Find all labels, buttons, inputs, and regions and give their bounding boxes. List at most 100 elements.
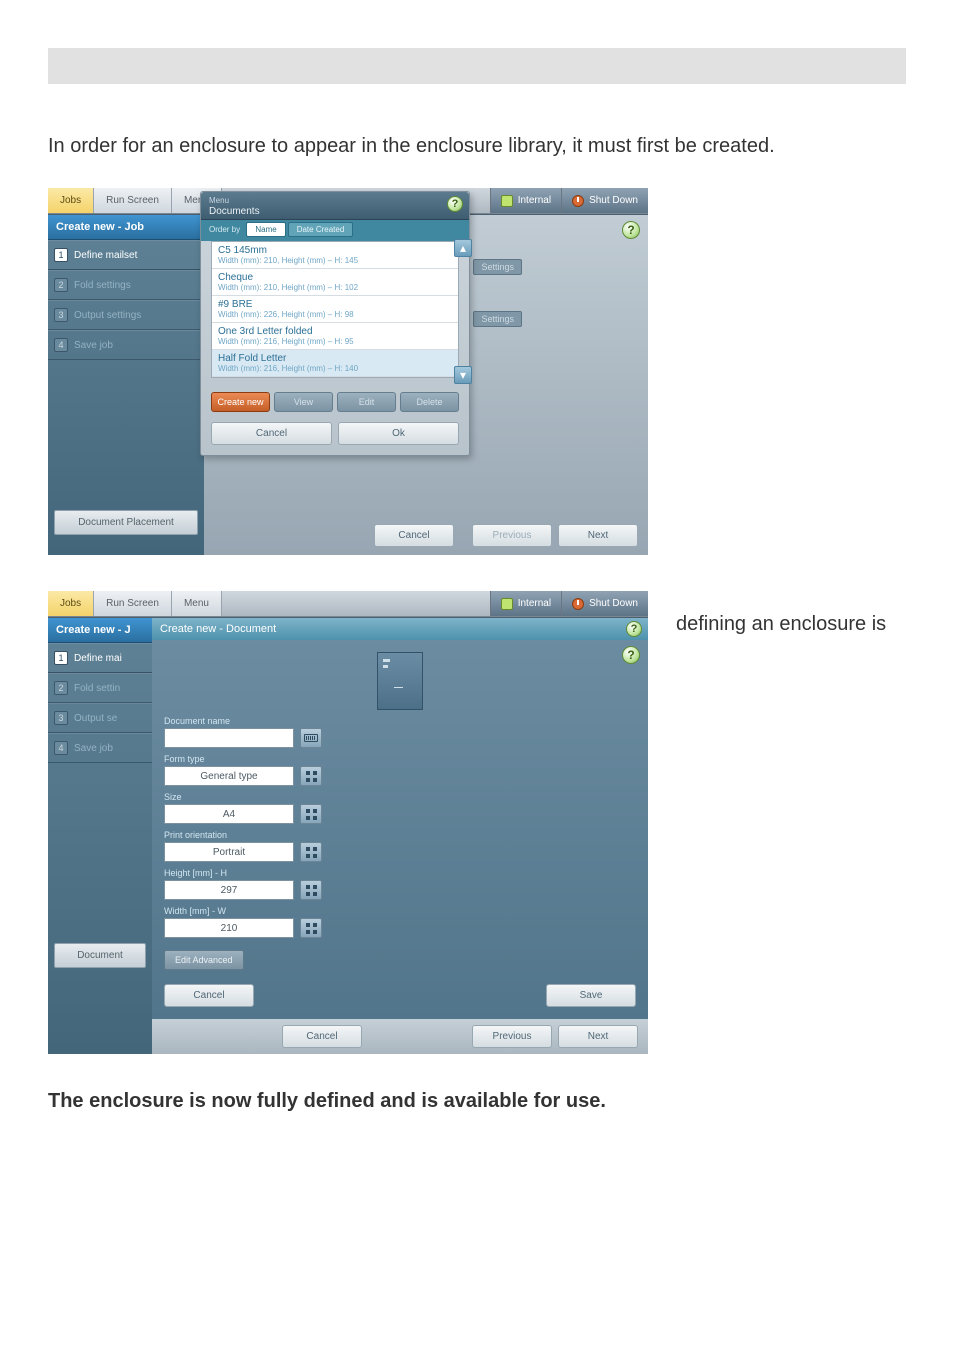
save-button[interactable]: Save [546, 984, 636, 1007]
sidebar-title: Create new - Job [48, 215, 204, 240]
edit-button[interactable]: Edit [337, 392, 396, 412]
label-width: Width [mm] - W [164, 906, 636, 916]
step-output-settings[interactable]: 3 Output settings [48, 300, 204, 330]
scroll-up-icon[interactable]: ▴ [454, 239, 472, 257]
picker-button[interactable] [300, 766, 322, 786]
step-define-mailset[interactable]: 1 Define mai [48, 643, 152, 673]
picker-button[interactable] [300, 880, 322, 900]
list-item[interactable]: #9 BRE Width (mm): 226, Height (mm) – H:… [212, 296, 458, 323]
internal-button[interactable]: Internal [490, 188, 561, 213]
picker-button[interactable] [300, 842, 322, 862]
internal-button[interactable]: Internal [490, 591, 561, 616]
label-size: Size [164, 792, 636, 802]
form-type-field[interactable]: General type [164, 766, 294, 786]
form-title-bar: Create new - Document ? [152, 618, 648, 640]
orientation-field[interactable]: Portrait [164, 842, 294, 862]
tab-jobs[interactable]: Jobs [48, 591, 94, 616]
cancel-button[interactable]: Cancel [374, 524, 454, 547]
step-save-job[interactable]: 4 Save job [48, 733, 152, 763]
cancel-button[interactable]: Cancel [282, 1025, 362, 1048]
size-field[interactable]: A4 [164, 804, 294, 824]
content-pane: Create new - Document ? ? Document name … [152, 618, 648, 1054]
label-document-name: Document name [164, 716, 636, 726]
step-save-job[interactable]: 4 Save job [48, 330, 204, 360]
order-tab-name[interactable]: Name [246, 222, 285, 237]
order-tab-date[interactable]: Date Created [288, 222, 354, 237]
dialog-main-row: Cancel Ok [201, 416, 469, 455]
settings-chip[interactable]: Settings [473, 311, 522, 327]
internal-label: Internal [518, 598, 551, 609]
ok-button[interactable]: Ok [338, 422, 459, 445]
document-name-field[interactable] [164, 728, 294, 748]
list-item[interactable]: Cheque Width (mm): 210, Height (mm) – H:… [212, 269, 458, 296]
width-field[interactable]: 210 [164, 918, 294, 938]
previous-button: Previous [472, 1025, 552, 1048]
page-header-bar [48, 48, 906, 84]
shutdown-label: Shut Down [589, 195, 638, 206]
tab-jobs[interactable]: Jobs [48, 188, 94, 213]
help-icon[interactable]: ? [622, 221, 640, 239]
tab-run-screen[interactable]: Run Screen [94, 188, 172, 213]
list-item[interactable]: C5 145mm Width (mm): 210, Height (mm) – … [212, 242, 458, 269]
grid-icon [306, 923, 317, 934]
help-icon[interactable]: ? [622, 646, 640, 664]
dialog-title-bar: Menu Documents ? [201, 192, 469, 220]
document-placement-button[interactable]: Document Placement [54, 510, 198, 535]
list-item[interactable]: One 3rd Letter folded Width (mm): 216, H… [212, 323, 458, 350]
step-output-settings[interactable]: 3 Output se [48, 703, 152, 733]
height-field[interactable]: 297 [164, 880, 294, 900]
internal-icon [501, 598, 513, 610]
scroll-down-icon[interactable]: ▾ [454, 366, 472, 384]
screenshot-create-document-form: Jobs Run Screen Menu Internal Shut Down … [48, 591, 648, 1054]
shutdown-button[interactable]: Shut Down [561, 188, 648, 213]
next-button[interactable]: Next [558, 524, 638, 547]
picker-button[interactable] [300, 804, 322, 824]
document-list: C5 145mm Width (mm): 210, Height (mm) – … [211, 241, 459, 378]
next-button[interactable]: Next [558, 1025, 638, 1048]
step-define-mailset[interactable]: 1 Define mailset [48, 240, 204, 270]
shutdown-button[interactable]: Shut Down [561, 591, 648, 616]
sidebar-title: Create new - J [48, 618, 152, 643]
document-form: Document name Form type General type Siz… [152, 640, 648, 1019]
grid-icon [306, 847, 317, 858]
create-new-button[interactable]: Create new [211, 392, 270, 412]
cancel-button[interactable]: Cancel [211, 422, 332, 445]
help-icon[interactable]: ? [626, 621, 642, 637]
content-pane: ? Settings Settings Menu Documents ? Ord… [204, 215, 648, 555]
document-button[interactable]: Document [54, 943, 146, 968]
document-thumbnail [377, 652, 423, 710]
shutdown-icon [572, 598, 584, 610]
step-fold-settings[interactable]: 2 Fold settin [48, 673, 152, 703]
order-by-bar: Order by Name Date Created [201, 220, 469, 241]
view-button[interactable]: View [274, 392, 333, 412]
internal-label: Internal [518, 195, 551, 206]
label-form-type: Form type [164, 754, 636, 764]
step-fold-settings[interactable]: 2 Fold settings [48, 270, 204, 300]
wizard-sidebar: Create new - J 1 Define mai 2 Fold setti… [48, 618, 152, 1054]
cancel-button[interactable]: Cancel [164, 984, 254, 1007]
previous-button: Previous [472, 524, 552, 547]
dialog-action-row: Create new View Edit Delete [201, 382, 469, 416]
list-item[interactable]: Half Fold Letter Width (mm): 216, Height… [212, 350, 458, 377]
grid-icon [306, 809, 317, 820]
delete-button[interactable]: Delete [400, 392, 459, 412]
edit-advanced-button[interactable]: Edit Advanced [164, 950, 244, 970]
wizard-sidebar: Create new - Job 1 Define mailset 2 Fold… [48, 215, 204, 555]
keyboard-button[interactable] [300, 728, 322, 748]
shutdown-icon [572, 195, 584, 207]
side-caption: defining an enclosure is [676, 613, 886, 636]
label-height: Height [mm] - H [164, 868, 636, 878]
tab-run-screen[interactable]: Run Screen [94, 591, 172, 616]
internal-icon [501, 195, 513, 207]
picker-button[interactable] [300, 918, 322, 938]
screenshot-documents-dialog: Jobs Run Screen Menu Internal Shut Down … [48, 188, 648, 555]
tab-menu[interactable]: Menu [172, 591, 222, 616]
grid-icon [306, 771, 317, 782]
keyboard-icon [304, 734, 318, 742]
intro-paragraph: In order for an enclosure to appear in t… [48, 132, 906, 160]
title-bar: Jobs Run Screen Menu Internal Shut Down [48, 591, 648, 617]
settings-chip[interactable]: Settings [473, 259, 522, 275]
documents-dialog: Menu Documents ? Order by Name Date Crea… [200, 191, 470, 456]
help-icon[interactable]: ? [447, 196, 463, 212]
grid-icon [306, 885, 317, 896]
